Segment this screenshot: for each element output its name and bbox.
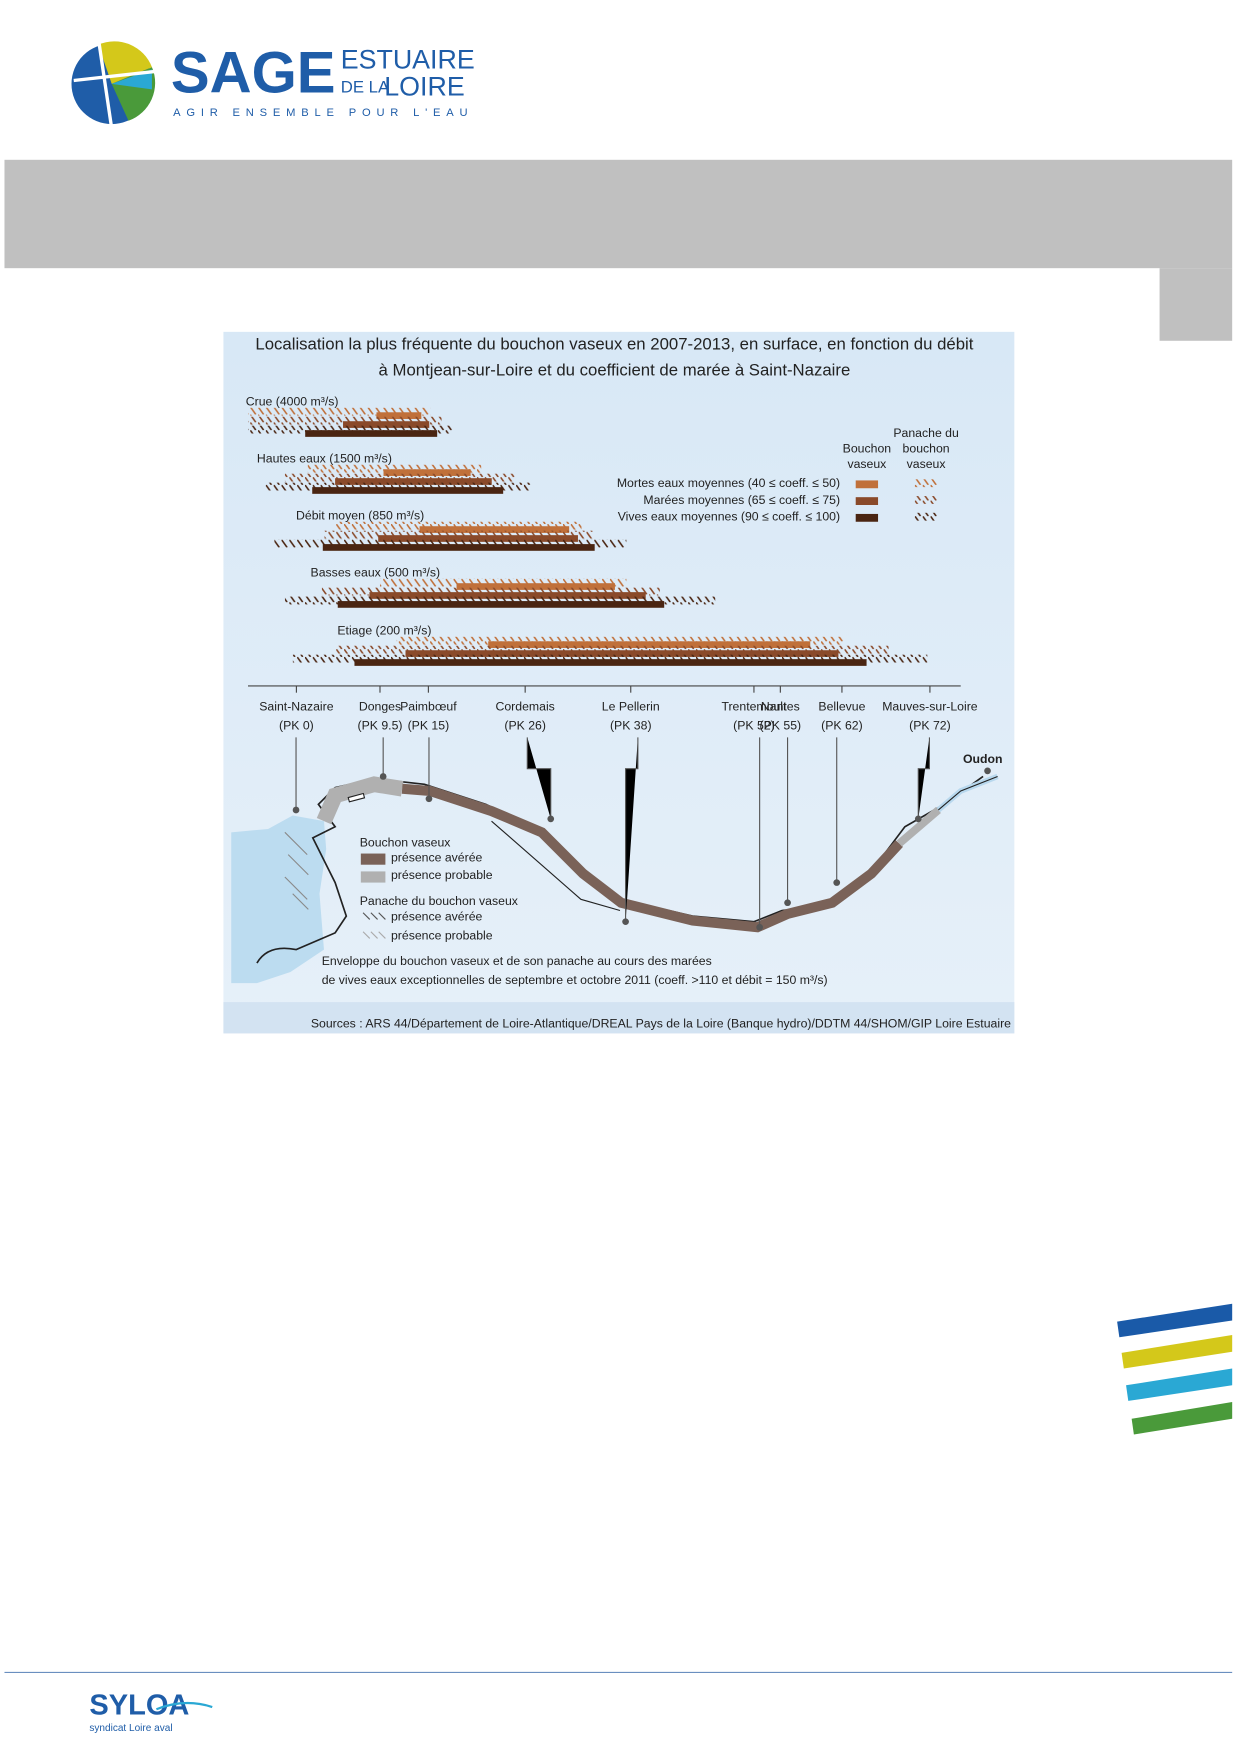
panache-bar [248, 425, 454, 434]
panache-bar [284, 473, 515, 482]
footer-logo-wave [155, 1701, 213, 1711]
map-legend-label: présence avérée [391, 850, 483, 864]
legend-hatch [913, 496, 938, 504]
banner [4, 159, 1233, 269]
map-legend-title: Bouchon vaseux [360, 836, 451, 850]
footer-logo: SYLOA [89, 1690, 189, 1722]
panache-bar [335, 645, 889, 654]
panache-bar [321, 587, 660, 596]
tick-place: Mauves-sur-Loire [882, 699, 978, 713]
legend-label: Mortes eaux moyennes (40 ≤ coeff. ≤ 50) [617, 476, 840, 490]
tick-label: (PK 38) [610, 718, 652, 732]
legend-swatch [855, 480, 879, 489]
footer-tagline: syndicat Loire aval [89, 1723, 172, 1734]
tick-place: Paimbœuf [400, 699, 457, 713]
figure-title: Localisation la plus fréquente du boucho… [255, 335, 973, 354]
panache-bar [379, 578, 627, 587]
panache-bar [284, 596, 716, 605]
tick-label: (PK 72) [909, 718, 951, 732]
bouchon-bar [376, 412, 422, 419]
panache-bar [307, 464, 482, 473]
regime-label: Etiage (200 m³/s) [337, 623, 431, 637]
bouchon-bar [337, 601, 665, 608]
map-note: de vives eaux exceptionnelles de septemb… [322, 973, 828, 987]
tick-label: (PK 9.5) [357, 718, 402, 732]
regime-label: Basses eaux (500 m³/s) [311, 565, 441, 579]
regime-label: Crue (4000 m³/s) [246, 394, 339, 408]
regime-label: Débit moyen (850 m³/s) [296, 508, 424, 522]
legend-header: vaseux [907, 457, 946, 471]
figure-background [223, 331, 1015, 1034]
bouchon-bar [369, 592, 646, 599]
legend-swatch [855, 497, 879, 505]
bouchon-bar [343, 421, 430, 428]
panache-bar [335, 521, 582, 530]
bouchon-bar [335, 478, 492, 485]
figure-source-band [223, 1002, 1015, 1034]
tick-label: (PK 15) [408, 718, 450, 732]
legend-header: vaseux [847, 457, 886, 471]
map-place: Oudon [963, 752, 1003, 766]
logo-name: SAGE [171, 40, 336, 105]
legend-label: Marées moyennes (65 ≤ coeff. ≤ 75) [643, 493, 840, 507]
tick-place: Trentemoult [721, 699, 787, 713]
logo-sub: LOIRE [384, 71, 464, 101]
logo-sub: DE LA [341, 78, 390, 97]
tick-place: Donges [359, 699, 401, 713]
legend-header: Panache du [893, 426, 958, 440]
legend-header: Bouchon [843, 441, 892, 455]
logo: SAGE ESTUAIRE DE LA LOIRE AGIR ENSEMBLE … [71, 37, 475, 129]
tick-label: (PK 55) [760, 718, 802, 732]
tick-place: Cordemais [496, 699, 555, 713]
panache-bar [248, 416, 442, 425]
bouchon-bar [405, 650, 839, 657]
bouchon-bar [354, 659, 867, 666]
bouchon-bar [383, 469, 471, 476]
tick-place: Nantes [761, 699, 800, 713]
bouchon-bar [322, 544, 595, 551]
tick-label: (PK 52) [733, 718, 775, 732]
map-legend-label: présence probable [391, 928, 493, 942]
bouchon-bar [456, 583, 615, 590]
panache-bar [248, 407, 431, 416]
logo-tagline: AGIR ENSEMBLE POUR L'EAU [173, 107, 473, 119]
tick-place: Saint-Nazaire [259, 699, 333, 713]
bouchon-bar [378, 535, 578, 542]
legend-label: Vives eaux moyennes (90 ≤ coeff. ≤ 100) [618, 510, 840, 524]
legend-hatch [913, 512, 938, 521]
bouchon-bar [312, 487, 504, 494]
logo-sub: ESTUAIRE [341, 45, 475, 75]
figure-title: à Montjean-sur-Loire et du coefficient d… [379, 360, 851, 379]
tick-label: (PK 26) [504, 718, 546, 732]
figure-source: Sources : ARS 44/Département de Loire-At… [311, 1017, 1011, 1031]
decor-stripes [1117, 1303, 1233, 1435]
chart: Saint-Nazaire (PK 0) Donges (PK 9.5) Paimbœu… [246, 394, 978, 732]
tick-label: (PK 62) [821, 718, 863, 732]
panache-bar [292, 654, 928, 663]
legend-swatch [855, 513, 879, 522]
legend-header: bouchon [903, 441, 950, 455]
bouchon-bar [305, 430, 438, 437]
bouchon-bar [488, 641, 811, 648]
map-legend-label: présence probable [391, 868, 493, 882]
panache-bar [324, 530, 593, 539]
tick-place: Bellevue [818, 699, 865, 713]
bouchon-bar [419, 526, 570, 533]
panache-bar [396, 636, 844, 645]
regime-label: Hautes eaux (1500 m³/s) [257, 451, 392, 465]
legend-hatch [913, 479, 938, 488]
panache-bar [274, 539, 627, 548]
map-legend-label: présence avérée [391, 909, 483, 923]
banner-tab [1159, 268, 1233, 341]
tick-place: Le Pellerin [602, 699, 660, 713]
map-legend-title: Panache du bouchon vaseux [360, 894, 518, 908]
tick-label: (PK 0) [279, 718, 314, 732]
panache-bar [264, 482, 532, 491]
map-note: Enveloppe du bouchon vaseux et de son pa… [322, 954, 712, 968]
map [231, 737, 999, 984]
